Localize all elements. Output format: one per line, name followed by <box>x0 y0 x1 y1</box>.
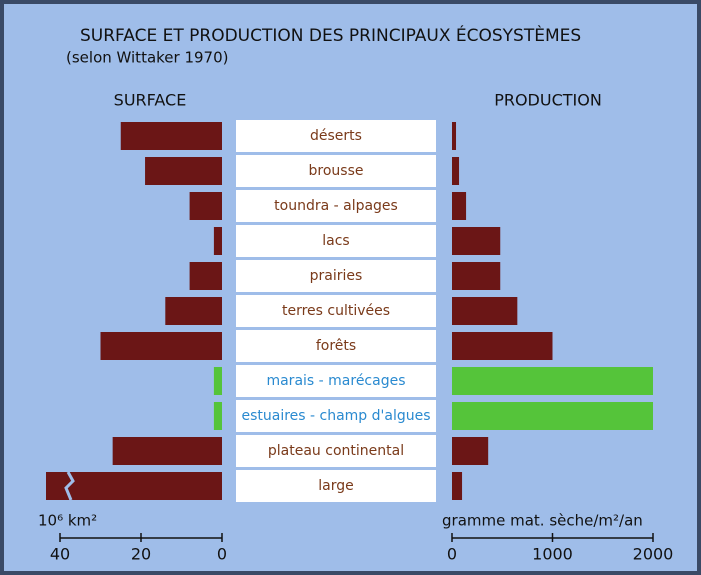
bar <box>452 402 653 430</box>
bar <box>452 332 553 360</box>
category-label: lacs <box>322 233 349 249</box>
panel-title: PRODUCTION <box>494 91 602 110</box>
category-label: marais - marécages <box>266 373 405 389</box>
x-tick-label: 1000 <box>532 545 573 564</box>
category-label: large <box>318 478 353 494</box>
chart-title: SURFACE ET PRODUCTION DES PRINCIPAUX ÉCO… <box>80 24 581 46</box>
bar <box>452 227 501 255</box>
bar <box>452 437 489 465</box>
bar <box>452 192 467 220</box>
x-tick-label: 20 <box>131 545 151 564</box>
category-box <box>236 225 436 257</box>
bar <box>452 157 460 185</box>
bar <box>120 122 222 150</box>
bar <box>452 472 463 500</box>
bar <box>213 227 222 255</box>
x-tick-label: 0 <box>217 545 227 564</box>
category-label: estuaires - champ d'algues <box>241 408 430 424</box>
bar <box>189 192 222 220</box>
bar <box>112 437 222 465</box>
x-tick-label: 40 <box>50 545 70 564</box>
category-box <box>236 330 436 362</box>
bar <box>100 332 222 360</box>
axis-label: 10⁶ km² <box>38 512 97 530</box>
category-box <box>236 190 436 222</box>
category-label: prairies <box>310 268 363 284</box>
category-label: terres cultivées <box>282 303 390 319</box>
category-box <box>236 260 436 292</box>
bar <box>189 262 222 290</box>
bar <box>46 472 222 500</box>
chart-subtitle: (selon Wittaker 1970) <box>66 49 228 67</box>
axis-label: gramme mat. sèche/m²/an <box>442 512 643 530</box>
category-box <box>236 155 436 187</box>
category-box <box>236 365 436 397</box>
category-label: forêts <box>316 338 356 354</box>
bar <box>165 297 222 325</box>
bar <box>452 122 457 150</box>
bar <box>452 297 518 325</box>
x-tick-label: 2000 <box>633 545 674 564</box>
category-box <box>236 435 436 467</box>
bar <box>452 262 501 290</box>
axis-break <box>64 471 75 501</box>
bar <box>452 367 653 395</box>
bar <box>213 367 222 395</box>
bar <box>145 157 222 185</box>
category-label: brousse <box>309 163 364 179</box>
category-label: déserts <box>310 128 362 144</box>
category-box <box>236 295 436 327</box>
panel-title: SURFACE <box>114 91 187 110</box>
x-tick-label: 0 <box>447 545 457 564</box>
category-box <box>236 400 436 432</box>
category-label: plateau continental <box>268 443 404 459</box>
category-box <box>236 120 436 152</box>
category-label: toundra - alpages <box>274 198 398 214</box>
category-box <box>236 470 436 502</box>
bar <box>213 402 222 430</box>
